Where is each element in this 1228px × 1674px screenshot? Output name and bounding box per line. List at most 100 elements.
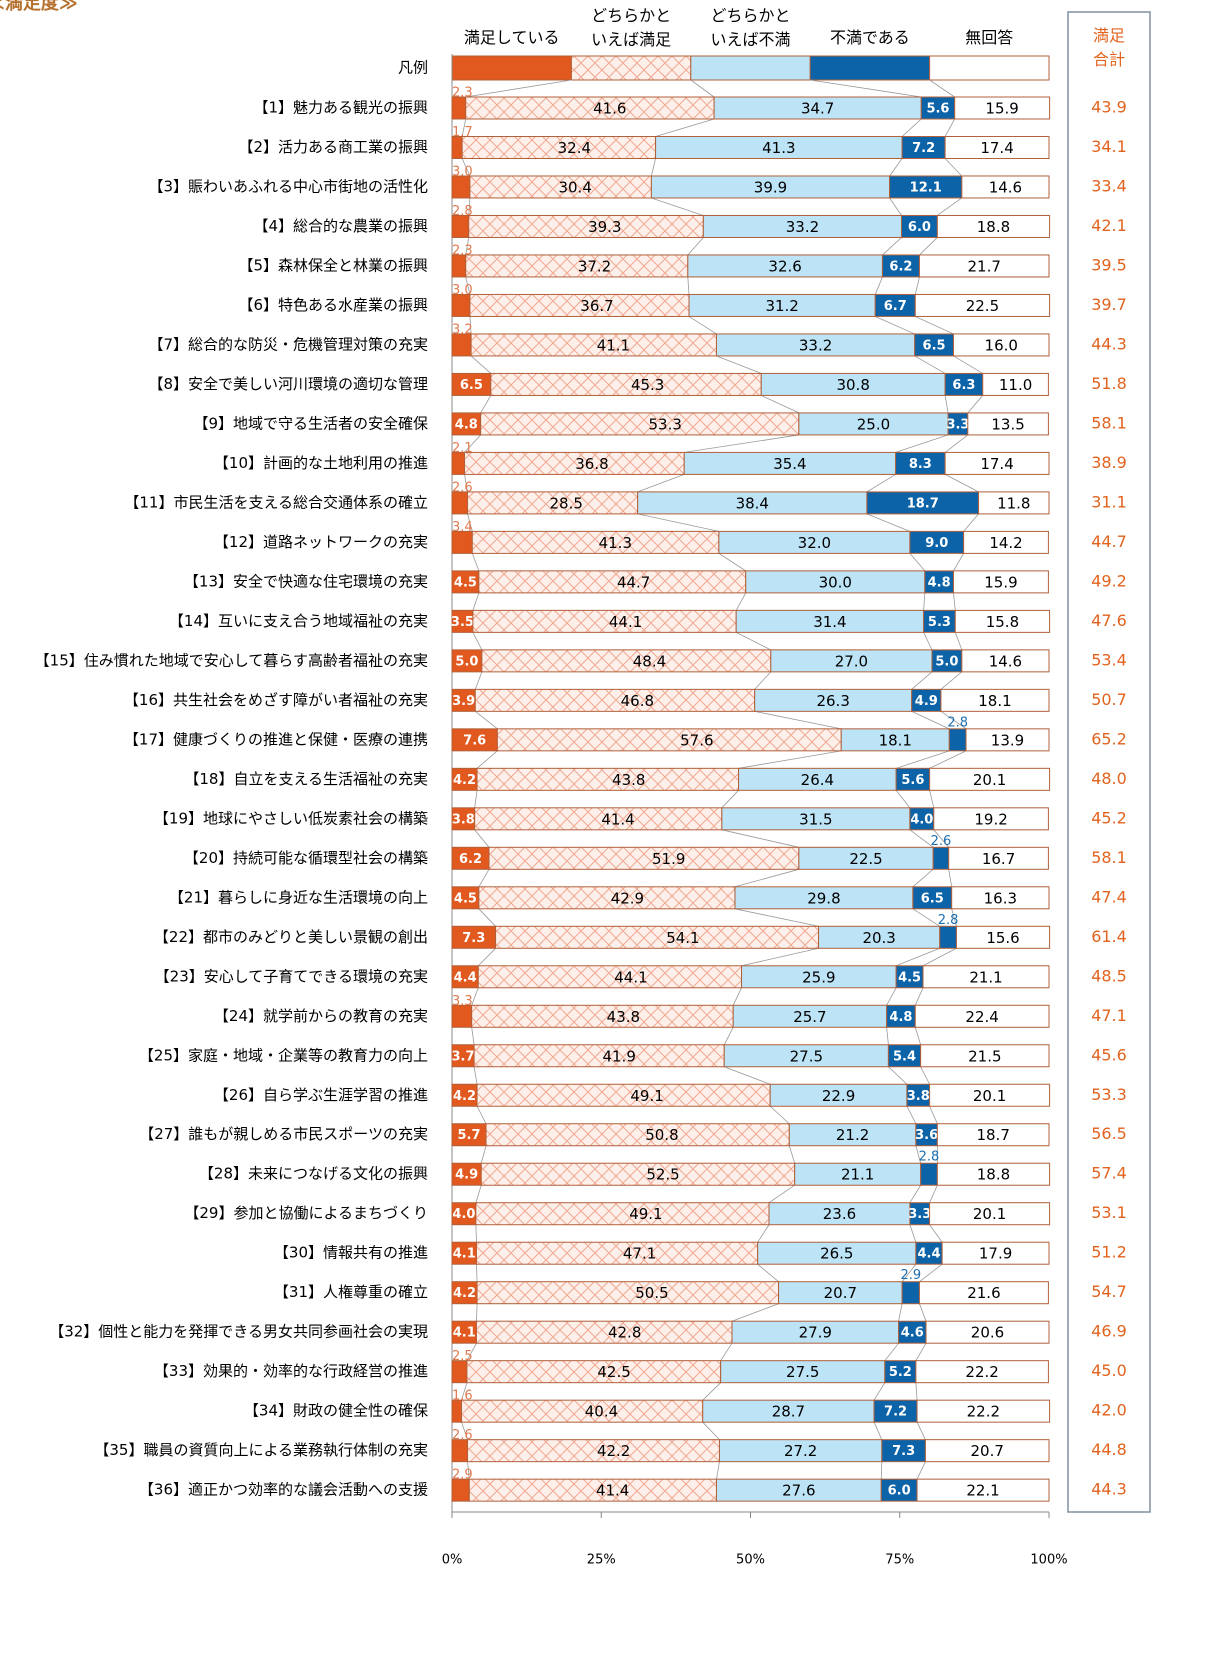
connector — [472, 592, 480, 611]
connector — [734, 908, 819, 927]
x-tick-label: 25% — [587, 1553, 616, 1568]
data-label: 7.6 — [463, 733, 486, 748]
category-label: 【20】持続可能な循環型社会の構築 — [184, 849, 428, 867]
data-label: 7.2 — [912, 141, 935, 156]
connector — [470, 355, 492, 374]
connector — [475, 1185, 482, 1203]
connector — [724, 1066, 771, 1085]
legend-entry: どちらかと いえば満足 — [591, 6, 672, 49]
bar-segment — [476, 1281, 780, 1305]
total-value: 57.4 — [1091, 1164, 1127, 1183]
category-label: 【34】財政の健全性の確保 — [244, 1402, 428, 1420]
bar-segment — [471, 1004, 734, 1028]
connector — [889, 197, 902, 216]
connector — [923, 592, 926, 611]
category-label: 【2】活力ある商工業の振興 — [238, 138, 428, 156]
data-label: 4.2 — [453, 773, 476, 788]
total-value: 51.8 — [1091, 374, 1127, 393]
connector — [734, 868, 799, 888]
data-label: 6.2 — [889, 259, 912, 274]
data-label: 41.4 — [601, 810, 634, 828]
data-label: 20.1 — [973, 1087, 1006, 1105]
bar-segment — [914, 1004, 1050, 1028]
data-label: 4.8 — [889, 1010, 912, 1025]
connector — [761, 395, 800, 414]
connector — [465, 276, 471, 295]
connector — [909, 553, 926, 572]
connector — [896, 750, 950, 769]
total-value: 44.8 — [1091, 1440, 1127, 1459]
bar-segment — [967, 412, 1049, 436]
data-label: 20.3 — [862, 929, 895, 947]
data-label: 2.9 — [452, 1468, 473, 1483]
data-label: 7.3 — [462, 931, 485, 946]
data-label: 3.3 — [908, 1207, 931, 1222]
bar-segment — [952, 570, 1049, 594]
bar-segment — [496, 728, 842, 752]
bar-segment — [461, 1399, 704, 1423]
data-label: 41.4 — [596, 1482, 629, 1500]
connector — [474, 790, 478, 808]
connector — [471, 1027, 475, 1045]
connector — [471, 553, 480, 572]
data-label: 46.8 — [621, 692, 654, 710]
data-label: 31.5 — [799, 810, 832, 828]
category-label: 【6】特色ある水産業の振興 — [238, 296, 428, 314]
connector — [467, 513, 473, 532]
data-label: 51.9 — [652, 850, 685, 868]
connector — [475, 1224, 477, 1243]
connector — [473, 1066, 478, 1085]
data-label: 52.5 — [646, 1166, 679, 1184]
data-label: 41.3 — [762, 139, 795, 157]
connector — [884, 1342, 899, 1361]
data-label: 45.3 — [631, 376, 664, 394]
data-label: 3.0 — [452, 164, 473, 179]
data-label: 25.7 — [793, 1008, 826, 1026]
data-label: 2.9 — [900, 1268, 921, 1283]
bar-segment — [940, 688, 1050, 712]
connector — [757, 1224, 770, 1243]
data-label: 14.6 — [989, 652, 1022, 670]
data-label: 5.3 — [928, 615, 951, 630]
data-label: 5.6 — [926, 102, 949, 117]
data-label: 15.6 — [986, 929, 1019, 947]
bar-segment — [465, 96, 715, 120]
data-label: 17.4 — [980, 455, 1013, 473]
connector — [929, 1185, 938, 1203]
connector — [944, 434, 969, 453]
connector — [721, 790, 739, 809]
data-label: 25.9 — [802, 968, 835, 986]
category-label: 【4】総合的な農業の振興 — [253, 217, 428, 235]
bar-segment — [955, 925, 1051, 949]
bar-segment — [922, 965, 1050, 989]
category-label: 【17】健康づくりの推進と保健・医療の連携 — [124, 730, 428, 748]
bar-segment — [929, 1083, 1051, 1107]
connector — [915, 1342, 927, 1361]
bar-segment — [924, 1439, 1050, 1463]
bar-segment — [477, 965, 743, 989]
total-value: 58.1 — [1091, 848, 1127, 867]
total-value: 44.3 — [1091, 334, 1127, 353]
connector — [929, 1224, 943, 1243]
connector — [880, 1461, 883, 1480]
data-label: 4.4 — [917, 1247, 940, 1262]
connector — [953, 355, 983, 374]
category-label: 【1】魅力ある観光の振興 — [253, 99, 428, 117]
connector — [873, 1422, 883, 1440]
data-label: 11.8 — [997, 494, 1030, 512]
connector — [769, 1105, 790, 1125]
bar-segment — [936, 214, 1051, 238]
x-tick-label: 100% — [1030, 1553, 1067, 1568]
connector — [888, 1066, 908, 1085]
connector — [898, 1303, 903, 1322]
category-label: 【21】暮らしに身近な生活環境の向上 — [169, 888, 428, 906]
data-label: 57.6 — [680, 731, 713, 749]
category-label: 【32】個性と能力を発揮できる男女共同参画社会の実現 — [49, 1323, 428, 1341]
data-label: 6.5 — [921, 891, 944, 906]
category-label: 【13】安全で快適な住宅環境の充実 — [184, 572, 428, 590]
data-label: 28.7 — [772, 1403, 805, 1421]
data-label: 18.8 — [977, 1166, 1010, 1184]
bar-segment — [470, 333, 717, 357]
data-label: 20.7 — [824, 1284, 857, 1302]
